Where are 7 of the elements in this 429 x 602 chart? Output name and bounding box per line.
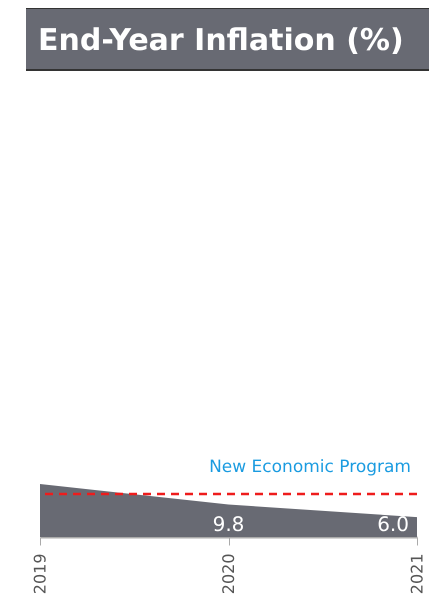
chart-title: End-Year Inflation (%) <box>26 8 429 71</box>
x-tick-label: 2020 <box>219 554 238 594</box>
data-label: 9.8 <box>212 512 244 536</box>
x-tick-label: 2021 <box>408 554 426 594</box>
ref-line-label: New Economic Program <box>209 456 411 477</box>
x-tick-label: 2019 <box>30 554 50 594</box>
data-label: 6.0 <box>377 512 409 536</box>
